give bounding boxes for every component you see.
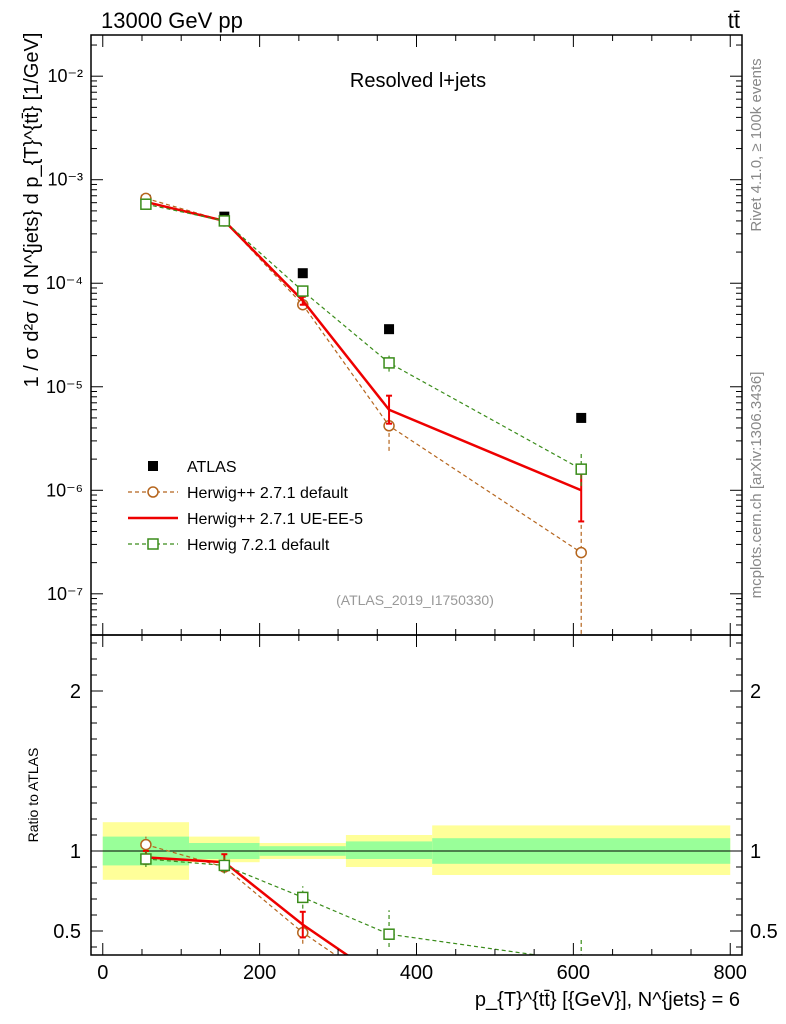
x-tick-label: 600 [557,962,590,984]
ratio-frame [90,634,743,956]
x-tick-label: 800 [714,962,747,984]
y-tick-label: 10⁻⁴ [46,273,83,293]
ratio-y-tick-label: 0.5 [53,921,81,943]
ratio-series-3-marker [140,853,152,865]
legend-label: Herwig++ 2.7.1 default [187,485,349,502]
analysis-tag: (ATLAS_2019_I1750330) [336,592,494,608]
ratio-y-label: Ratio to ATLAS [25,748,41,843]
ratio-y-tick-label-right: 1 [750,841,761,863]
atlas-data-point [384,324,395,335]
legend-marker [147,538,159,550]
legend-marker [148,461,158,471]
y-tick-label: 10⁻³ [47,170,83,190]
main-series-3-line [145,203,582,470]
x-tick-label: 200 [243,962,276,984]
legend-marker [147,486,159,498]
main-series-3-marker [383,357,395,369]
ratio-series-1-marker [140,838,152,851]
ratio-y-tick-label-right: 2 [750,681,761,703]
ratio-series-3-marker [218,859,231,872]
ratio-y-tick-label: 1 [70,841,81,863]
main-series-3-marker [297,285,309,297]
y-tick-label: 10⁻⁶ [46,480,83,500]
legend-label: Herwig++ 2.7.1 UE-EE-5 [187,511,363,528]
legend: ATLAS Herwig++ 2.7.1 default Herwig++ 2.7.… [128,459,363,554]
rivet-note: Rivet 4.1.0, ≥ 100k events [748,58,765,231]
atlas-data-point [297,268,308,279]
y-axis-label: 1 / σ d²σ / d N^{jets} d p_{T}^{tt̄} [1/… [21,33,43,388]
mcplots-note: mcplots.cern.ch [arXiv:1306.3436] [748,372,765,599]
y-tick-label: 10⁻² [47,66,83,86]
ratio-y-tick-label-right: 0.5 [750,921,778,943]
ratio-series-3-marker [383,928,395,940]
process-label: tt̄ [728,8,740,33]
x-axis-label: p_{T}^{tt̄} [{GeV}], N^{jets} = 6 [475,989,740,1011]
ratio-series-1-marker [384,987,394,997]
atlas-data-point [576,412,587,423]
energy-label: 13000 GeV pp [101,8,243,33]
y-tick-label: 10⁻⁷ [47,584,83,604]
legend-label: Herwig 7.2.1 default [187,537,330,554]
ratio-panel: 2 2 1 1 0.5 0.5 0 200 400 600 800 Ratio to ATLAS p… [25,634,778,1011]
ratio-band-inner [345,841,433,859]
ratio-series-3-marker [297,891,309,904]
ratio-y-tick-label: 2 [70,681,81,703]
main-series-3-marker [575,463,587,475]
legend-label: ATLAS [187,459,237,476]
y-tick-label: 10⁻⁵ [46,377,83,397]
main-series-1-marker [575,546,587,559]
main-panel: 10⁻² 10⁻³ 10⁻⁴ 10⁻⁵ 10⁻⁶ 10⁻⁷ Resolved l+jets… [21,33,743,636]
main-title: Resolved l+jets [350,70,486,92]
main-series-2-line [145,200,582,492]
x-tick-label: 400 [400,962,433,984]
x-tick-label: 0 [97,962,108,984]
main-series-3-marker [140,198,152,210]
main-series-3-marker [218,215,231,227]
ratio-series-2-line [145,856,350,955]
